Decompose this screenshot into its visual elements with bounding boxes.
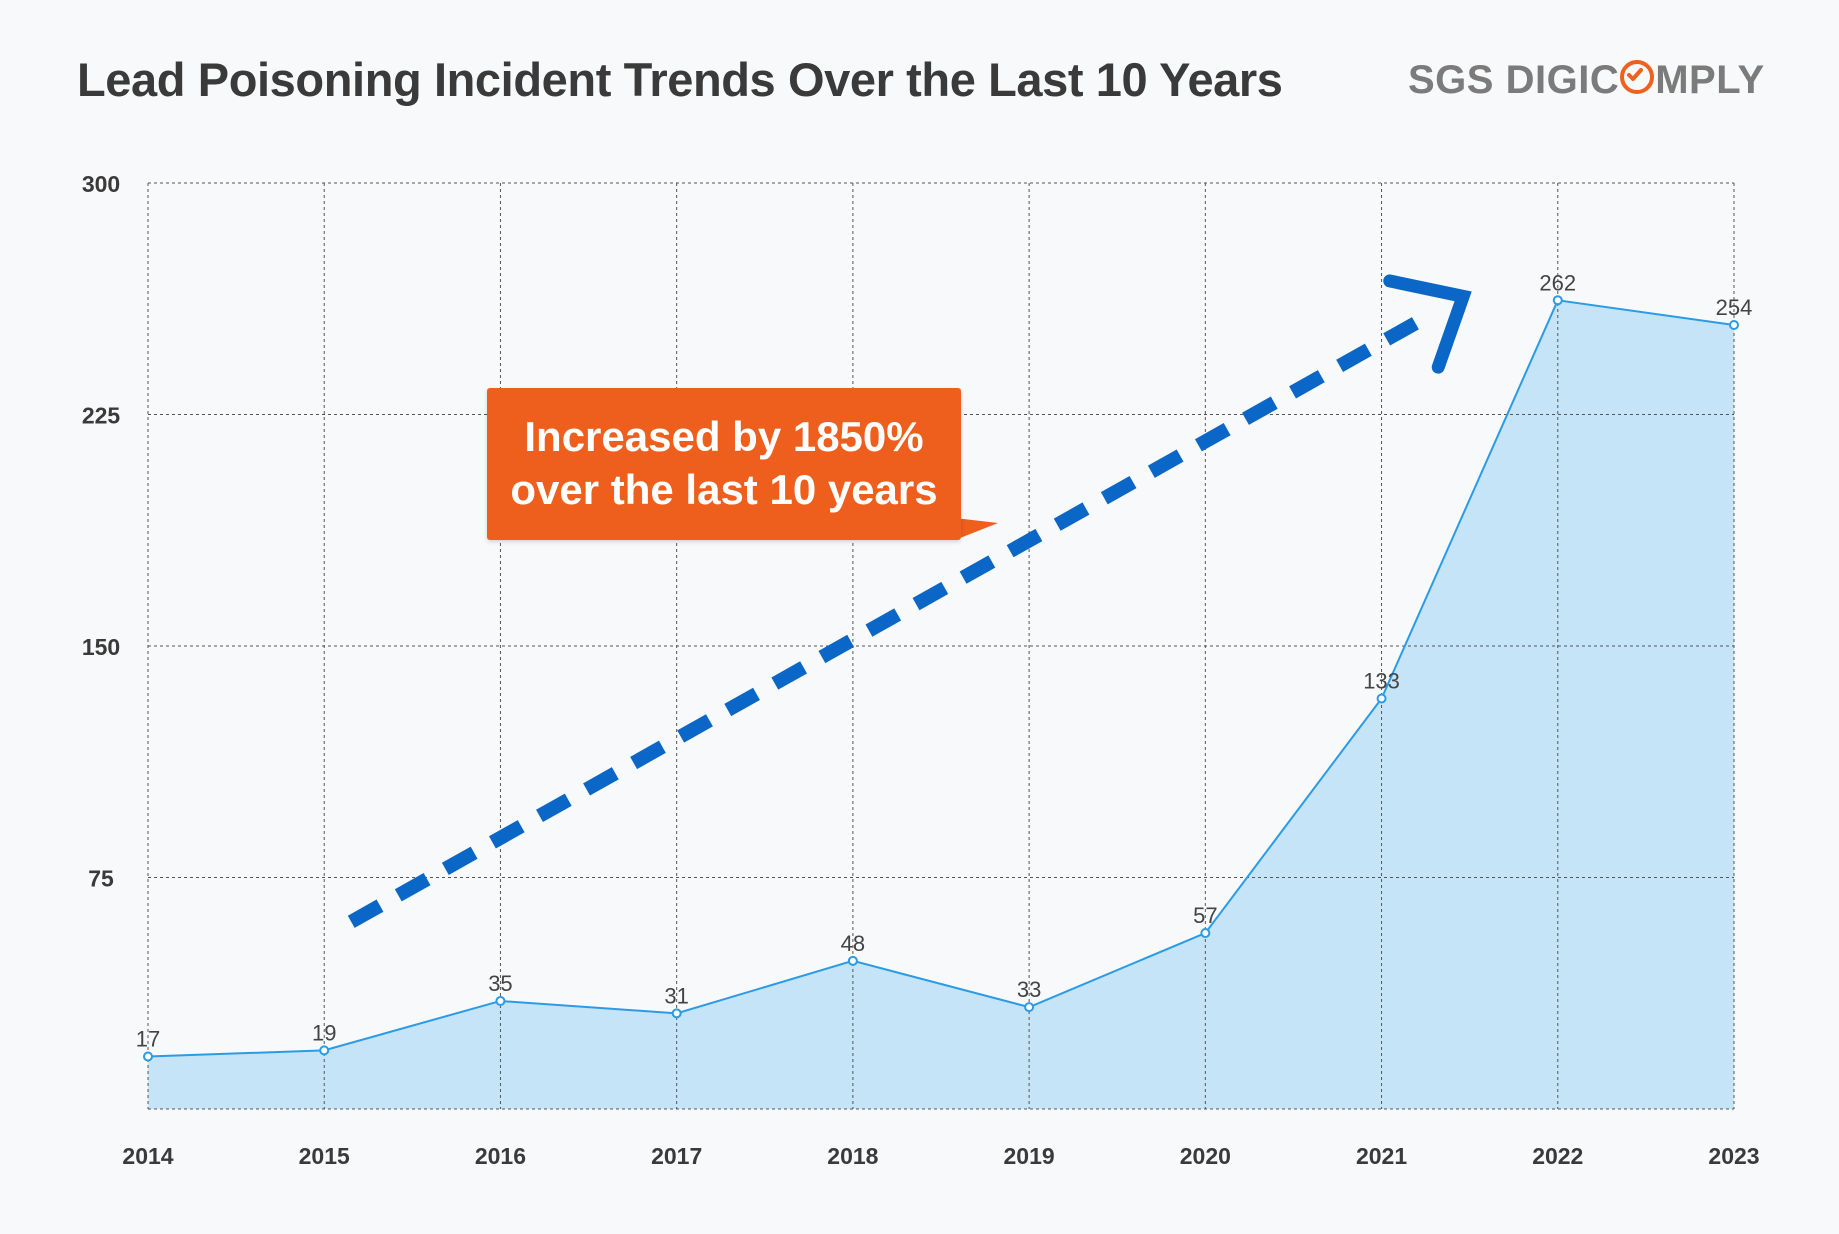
data-point [1552, 295, 1563, 306]
data-point [495, 995, 506, 1006]
data-point [1729, 319, 1739, 330]
data-label: 48 [841, 931, 865, 956]
area-fill [148, 300, 1734, 1109]
data-point [319, 1045, 330, 1056]
data-label: 262 [1539, 270, 1576, 295]
y-tick-label: 300 [82, 171, 120, 197]
data-label: 17 [136, 1027, 160, 1052]
x-tick-label: 2023 [1708, 1143, 1759, 1169]
data-label: 33 [1017, 977, 1041, 1002]
callout-pointer [955, 518, 998, 540]
data-label: 31 [664, 983, 688, 1008]
x-tick-label: 2022 [1532, 1143, 1583, 1169]
callout-line-1: Increased by 1850% [524, 413, 924, 460]
x-tick-label: 2020 [1180, 1143, 1231, 1169]
data-label: 57 [1193, 903, 1217, 928]
data-label: 254 [1716, 295, 1753, 320]
x-tick-label: 2014 [122, 1143, 173, 1169]
logo-text-part2: MPLY [1655, 58, 1765, 102]
x-tick-label: 2021 [1356, 1143, 1407, 1169]
y-tick-label: 75 [88, 866, 114, 892]
data-point [1200, 928, 1211, 939]
data-point [671, 1008, 682, 1019]
x-tick-label: 2017 [651, 1143, 702, 1169]
x-tick-label: 2019 [1004, 1143, 1055, 1169]
trend-arrow-head-icon [1383, 274, 1472, 374]
x-tick-label: 2016 [475, 1143, 526, 1169]
data-point [1024, 1002, 1035, 1013]
logo-text-part1: SGS DIGIC [1408, 58, 1620, 102]
x-tick-label: 2018 [827, 1143, 878, 1169]
data-label: 19 [312, 1020, 336, 1045]
brand-logo: SGS DIGIC MPLY [1408, 58, 1765, 103]
data-label: 133 [1363, 668, 1400, 693]
x-tick-label: 2015 [299, 1143, 350, 1169]
callout-line-2: over the last 10 years [510, 466, 938, 513]
series-line [147, 299, 1735, 1058]
data-point [143, 1051, 153, 1062]
check-circle-icon [1620, 60, 1655, 94]
trend-arrow-shaft [347, 314, 1423, 928]
data-point [1376, 693, 1387, 704]
data-point [847, 955, 858, 966]
increase-callout: Increased by 1850% over the last 10 year… [487, 388, 961, 540]
data-label: 35 [488, 971, 512, 996]
y-tick-label: 225 [82, 403, 121, 429]
chart-title: Lead Poisoning Incident Trends Over the … [77, 53, 1283, 106]
y-tick-label: 150 [82, 634, 120, 660]
